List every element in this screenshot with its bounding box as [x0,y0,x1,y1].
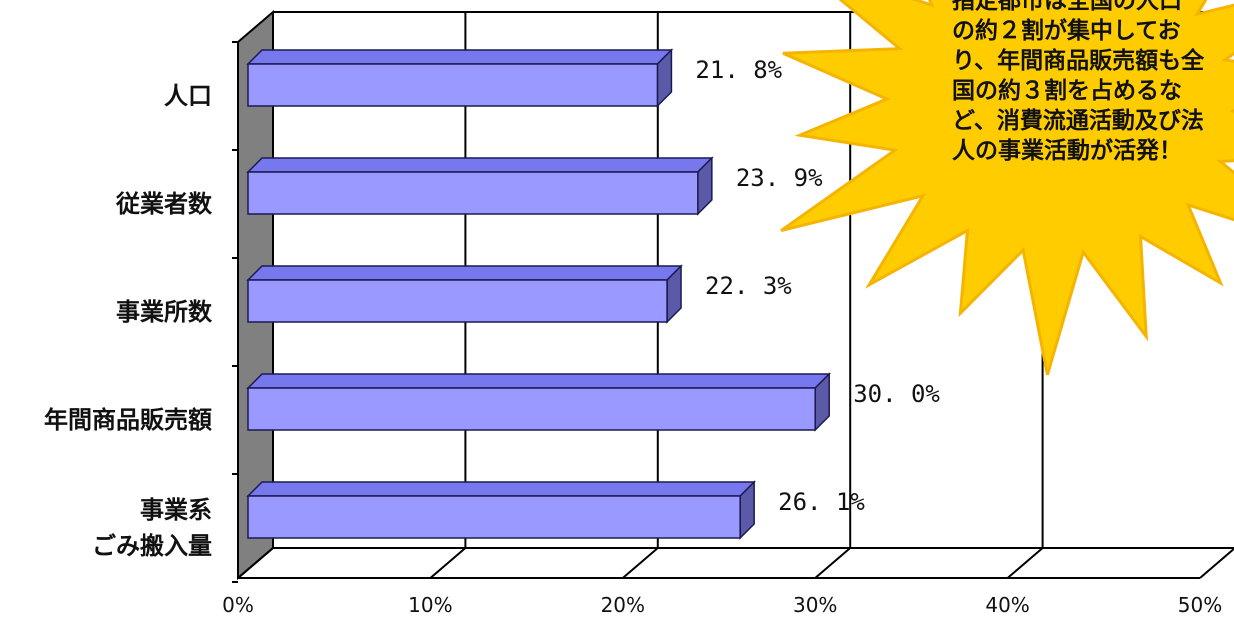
x-tick-label: 30% [793,593,837,617]
floor-grid-0 [237,547,274,579]
bar [247,171,699,215]
bar-top-face [246,265,683,281]
floor-grid-10 [429,547,467,579]
callout-text-line: 人の事業活動が活発！ [952,137,1182,164]
bar-top-face [246,49,674,65]
callout-text-line: り、年間商品販売額も全 [952,47,1205,74]
category-label: 年間商品販売額 [44,406,212,434]
bar-top-face [246,157,714,173]
data-label: 22. 3% [705,272,792,300]
callout-text-line: の約２割が集中してお [952,17,1181,44]
data-label: 26. 1% [778,488,865,516]
bar-top-face [246,481,756,497]
x-tick-label: 10% [408,593,452,617]
x-tick-label: 50% [1178,593,1222,617]
callout-text-line: ど、消費流通活動及び法 [952,107,1204,134]
x-tick-label: 0% [222,593,254,617]
callout-text-line: 国の約３割を占めるな [952,77,1182,104]
data-label: 23. 9% [736,164,823,192]
floor-grid-30 [814,547,851,579]
callout-burst [780,0,1234,376]
data-label: 30. 0% [853,380,940,408]
bar [247,387,816,431]
bar [247,495,741,539]
x-tick-label: 20% [601,593,645,617]
callout-starburst: 指定都市は全国の人口の約２割が集中しており、年間商品販売額も全国の約３割を占める… [780,0,1234,376]
x-tick-label: 40% [985,593,1029,617]
floor-grid-40 [1006,547,1044,579]
bar-top-face [246,373,832,389]
category-label: 事業系 [140,496,212,524]
bar [247,279,668,323]
category-label: 事業所数 [116,298,213,326]
data-label: 21. 8% [695,56,782,84]
callout-text-line: 指定都市は全国の人口 [952,0,1182,14]
bars-layer [246,48,832,540]
category-label: 従業者数 [115,190,213,218]
category-label: ごみ搬入量 [92,532,212,560]
labels-layer: 0% 10% 20% 30% 40% 50% 21. 8% 人口 23. 9% 従業者数 22. 3… [44,56,1222,617]
floor-grid-50 [1199,547,1234,579]
category-label: 人口 [164,82,212,110]
floor-grid-20 [622,547,659,579]
bar [247,63,659,107]
